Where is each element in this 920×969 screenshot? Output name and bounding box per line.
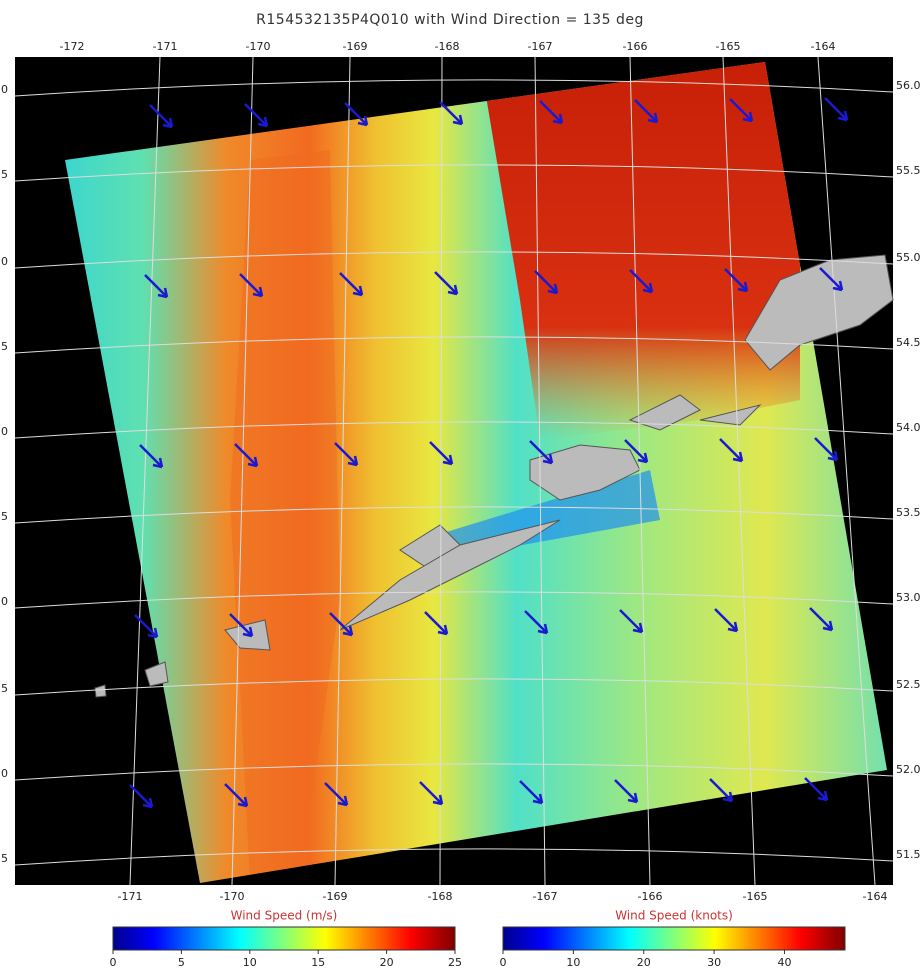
lon-label: -168 bbox=[435, 40, 460, 53]
lon-label: -167 bbox=[528, 40, 553, 53]
lat-label: 54.5 bbox=[896, 336, 920, 349]
lat-label: 51.5 bbox=[0, 852, 8, 865]
lon-label: -165 bbox=[716, 40, 741, 53]
colorbar-label: Wind Speed (knots) bbox=[615, 909, 733, 923]
lat-label: 55.0 bbox=[896, 251, 920, 264]
lon-label: -166 bbox=[623, 40, 648, 53]
colorbar-tick-label: 40 bbox=[777, 956, 791, 969]
lat-label: 55.0 bbox=[0, 255, 8, 268]
lon-label: -164 bbox=[863, 890, 888, 903]
lat-label: 55.5 bbox=[896, 164, 920, 177]
lat-label: 51.5 bbox=[896, 848, 920, 861]
lat-label: 56.0 bbox=[0, 83, 8, 96]
page: R154532135P4Q010 with Wind Direction = 1… bbox=[0, 0, 920, 969]
lon-label: -164 bbox=[811, 40, 836, 53]
lon-label: -169 bbox=[343, 40, 368, 53]
lat-label: 56.0 bbox=[896, 79, 920, 92]
lat-label: 53.5 bbox=[0, 510, 8, 523]
lon-label: -166 bbox=[638, 890, 663, 903]
colorbar-tick-label: 5 bbox=[178, 956, 185, 969]
lat-label: 53.5 bbox=[896, 506, 920, 519]
lat-label: 55.5 bbox=[0, 168, 8, 181]
lon-label: -171 bbox=[153, 40, 178, 53]
lat-label: 54.0 bbox=[0, 425, 8, 438]
lon-label: -172 bbox=[60, 40, 85, 53]
lon-label: -167 bbox=[533, 890, 558, 903]
lon-label: -171 bbox=[118, 890, 143, 903]
lat-label: 53.0 bbox=[0, 595, 8, 608]
colorbar-label: Wind Speed (m/s) bbox=[231, 909, 338, 923]
lat-label: 52.0 bbox=[896, 763, 920, 776]
colorbar-tick-label: 0 bbox=[500, 956, 507, 969]
lon-label: -170 bbox=[246, 40, 271, 53]
lon-label: -165 bbox=[743, 890, 768, 903]
colorbar-tick-label: 15 bbox=[311, 956, 325, 969]
colorbar bbox=[113, 927, 455, 950]
colorbar-tick-label: 30 bbox=[707, 956, 721, 969]
colorbar bbox=[503, 927, 845, 950]
lon-label: -170 bbox=[220, 890, 245, 903]
lat-label: 52.5 bbox=[896, 678, 920, 691]
lon-label: -169 bbox=[323, 890, 348, 903]
lat-label: 54.5 bbox=[0, 340, 8, 353]
lat-label: 52.5 bbox=[0, 682, 8, 695]
title: R154532135P4Q010 with Wind Direction = 1… bbox=[256, 12, 644, 28]
colorbar-tick-label: 25 bbox=[448, 956, 462, 969]
lon-label: -168 bbox=[428, 890, 453, 903]
lat-label: 54.0 bbox=[896, 421, 920, 434]
lat-label: 52.0 bbox=[0, 767, 8, 780]
wind-swath bbox=[60, 55, 890, 885]
colorbar-tick-label: 10 bbox=[566, 956, 580, 969]
colorbar-tick-label: 20 bbox=[637, 956, 651, 969]
colorbar-tick-label: 20 bbox=[380, 956, 394, 969]
colorbar-tick-label: 0 bbox=[110, 956, 117, 969]
lat-label: 53.0 bbox=[896, 591, 920, 604]
colorbar-tick-label: 10 bbox=[243, 956, 257, 969]
